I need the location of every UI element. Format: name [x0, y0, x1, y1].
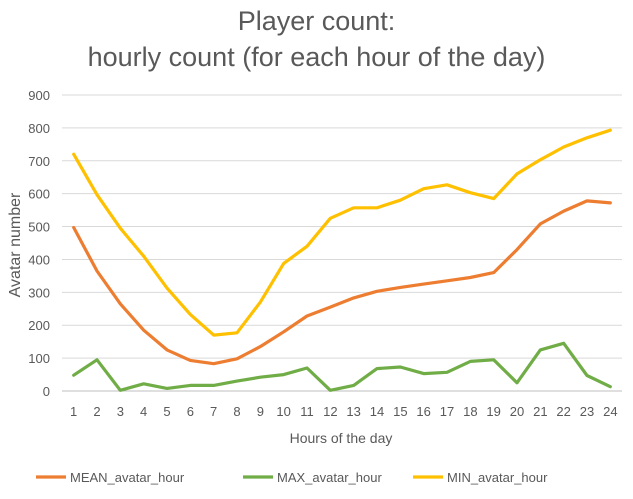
- x-tick-label: 14: [370, 404, 384, 419]
- x-tick-label: 6: [187, 404, 194, 419]
- legend-item: MIN_avatar_hour: [413, 470, 548, 485]
- y-axis-label: Avatar number: [7, 192, 24, 297]
- x-tick-label: 12: [323, 404, 337, 419]
- y-tick-label: 200: [28, 318, 50, 333]
- x-tick-label: 22: [556, 404, 570, 419]
- x-tick-label: 1: [70, 404, 77, 419]
- legend-item: MAX_avatar_hour: [243, 470, 382, 485]
- gridlines: [62, 94, 622, 392]
- x-tick-label: 4: [140, 404, 147, 419]
- x-axis-tick-labels: 1 2 3 4 5 6 7 8 9 10 11 12 13 14 15 16 17 18 19 20 21 22 23 24: [70, 404, 618, 419]
- y-tick-label: 400: [28, 252, 50, 267]
- x-tick-label: 11: [300, 404, 314, 419]
- x-tick-label: 2: [93, 404, 100, 419]
- x-axis-label: Hours of the day: [290, 430, 393, 446]
- x-tick-label: 10: [276, 404, 290, 419]
- y-tick-label: 100: [28, 351, 50, 366]
- legend: MEAN_avatar_hour MAX_avatar_hour MIN_avata…: [36, 470, 548, 485]
- legend-label: MIN_avatar_hour: [447, 470, 548, 485]
- y-tick-label: 0: [43, 384, 50, 399]
- x-tick-label: 13: [346, 404, 360, 419]
- x-tick-label: 9: [257, 404, 264, 419]
- x-tick-label: 16: [416, 404, 430, 419]
- x-tick-label: 19: [486, 404, 500, 419]
- legend-label: MEAN_avatar_hour: [70, 470, 185, 485]
- chart-title-line-1: Player count:: [237, 6, 396, 36]
- y-tick-label: 500: [28, 220, 50, 235]
- x-tick-label: 3: [117, 404, 124, 419]
- x-tick-label: 24: [603, 404, 617, 419]
- series-line-MAX_avatar_hour: [72, 341, 612, 392]
- y-axis-tick-labels: 0 100 200 300 400 500 600 700 800 900: [28, 88, 50, 399]
- y-tick-label: 300: [28, 285, 50, 300]
- series-line-MIN_avatar_hour: [72, 128, 612, 337]
- y-tick-label: 700: [28, 154, 50, 169]
- y-tick-label: 800: [28, 121, 50, 136]
- chart-title-line-2: hourly count (for each hour of the day): [87, 42, 546, 72]
- x-tick-label: 23: [580, 404, 594, 419]
- x-tick-label: 17: [440, 404, 454, 419]
- x-tick-label: 8: [233, 404, 240, 419]
- legend-label: MAX_avatar_hour: [277, 470, 382, 485]
- x-tick-label: 21: [533, 404, 547, 419]
- x-tick-label: 20: [510, 404, 524, 419]
- x-tick-label: 15: [393, 404, 407, 419]
- series-lines: [72, 128, 612, 392]
- x-tick-label: 5: [163, 404, 170, 419]
- series-line-MEAN_avatar_hour: [72, 199, 612, 366]
- legend-item: MEAN_avatar_hour: [36, 470, 185, 485]
- y-tick-label: 600: [28, 187, 50, 202]
- x-tick-label: 18: [463, 404, 477, 419]
- x-tick-label: 7: [210, 404, 217, 419]
- y-tick-label: 900: [28, 88, 50, 103]
